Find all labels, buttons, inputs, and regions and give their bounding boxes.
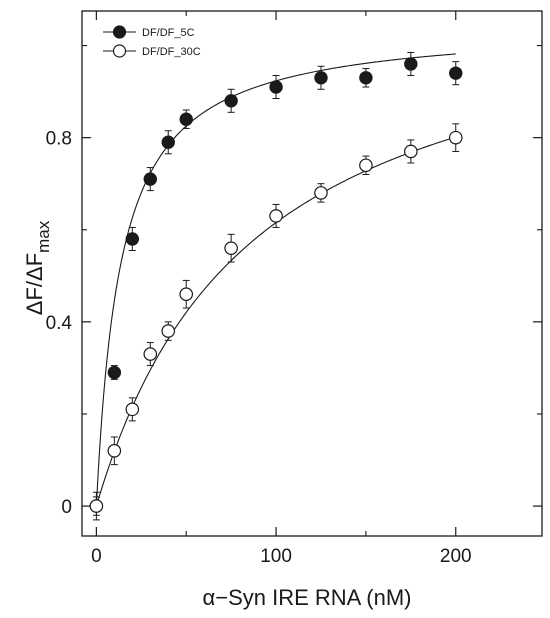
data-point-series-2 <box>224 241 238 255</box>
data-point-series-1 <box>161 135 175 149</box>
legend-marker <box>112 44 127 58</box>
data-point-series-1 <box>107 365 122 380</box>
data-point-series-1 <box>269 80 283 94</box>
x-tick-label: 0 <box>91 546 102 567</box>
y-tick-label: 0.8 <box>46 129 72 150</box>
data-point-series-1 <box>143 172 157 186</box>
legend-label: DF/DF_30C <box>142 46 201 58</box>
y-axis-title-subscript: max <box>34 220 53 253</box>
data-point-series-2 <box>89 499 104 513</box>
x-tick-label: 200 <box>440 546 472 567</box>
data-point-series-1 <box>179 112 193 126</box>
fit-curve-series-1 <box>95 53 456 507</box>
data-point-series-2 <box>404 144 418 159</box>
y-axis-title: ΔF/ΔFmax <box>22 220 53 315</box>
y-tick-label: 0 <box>61 497 72 518</box>
data-point-series-1 <box>314 71 328 85</box>
data-point-series-2 <box>125 402 140 417</box>
fit-curve-series-2 <box>95 136 456 507</box>
data-point-series-1 <box>449 66 463 80</box>
x-tick-label: 100 <box>260 546 292 567</box>
legend-item: DF/DF_5C <box>103 25 195 39</box>
y-axis-title-main: ΔF/ΔF <box>22 253 47 315</box>
legend-marker <box>112 25 127 39</box>
axis-ticks <box>82 11 542 536</box>
data-point-series-1 <box>359 71 373 85</box>
data-point-series-2 <box>179 287 194 302</box>
data-point-series-2 <box>314 186 328 200</box>
data-point-series-2 <box>161 324 176 338</box>
legend-item: DF/DF_30C <box>103 44 201 58</box>
data-point-series-1 <box>125 232 140 246</box>
y-tick-label: 0.4 <box>46 313 73 334</box>
legend: DF/DF_5C DF/DF_30C <box>103 25 201 58</box>
data-point-series-2 <box>107 444 122 458</box>
tick-labels: 0 100 200 0 0.4 0.8 <box>46 129 472 567</box>
data-point-series-2 <box>143 347 158 361</box>
error-bars <box>92 51 460 521</box>
data-point-series-1 <box>224 94 238 108</box>
x-axis-title: α−Syn IRE RNA (nM) <box>203 585 412 610</box>
legend-label: DF/DF_5C <box>142 27 195 39</box>
data-point-series-1 <box>404 57 418 71</box>
data-point-series-2 <box>359 158 373 173</box>
fit-curves <box>95 53 456 507</box>
data-markers <box>89 57 463 513</box>
plot-frame <box>81 10 543 537</box>
data-point-series-2 <box>269 209 283 223</box>
data-point-series-2 <box>448 130 463 145</box>
